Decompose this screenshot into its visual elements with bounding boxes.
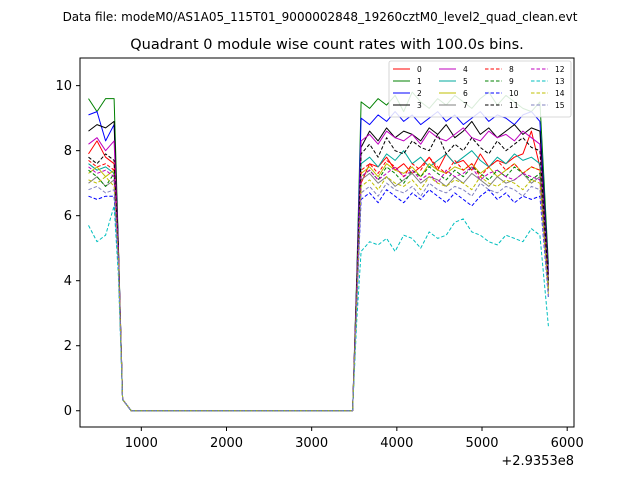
- x-tick-label: 4000: [380, 436, 413, 451]
- legend-label-2: 2: [417, 89, 422, 98]
- series-line-3: [88, 120, 549, 412]
- series-line-1: [88, 91, 549, 412]
- series-line-7: [88, 172, 549, 412]
- legend-label-13: 13: [555, 77, 565, 86]
- legend-label-10: 10: [509, 89, 519, 98]
- chart-title: Quadrant 0 module wise count rates with …: [130, 37, 524, 53]
- plot-lines: [88, 91, 549, 412]
- x-tick-label: 6000: [551, 436, 584, 451]
- legend-label-8: 8: [509, 65, 514, 74]
- x-tick-label: 5000: [465, 436, 498, 451]
- series-line-11: [88, 133, 549, 412]
- legend-label-1: 1: [417, 77, 422, 86]
- y-tick-label: 8: [64, 144, 72, 159]
- y-tick-label: 4: [64, 274, 72, 289]
- x-offset-label: +2.9353e8: [501, 454, 574, 469]
- series-line-15: [88, 182, 549, 412]
- legend-label-9: 9: [509, 77, 514, 86]
- series-line-12: [88, 166, 549, 412]
- legend-label-11: 11: [509, 101, 519, 110]
- x-tick-label: 2000: [210, 436, 243, 451]
- y-tick-label: 10: [55, 79, 72, 94]
- legend-box: [388, 60, 572, 118]
- y-tick-label: 6: [64, 209, 72, 224]
- legend-label-15: 15: [555, 101, 565, 110]
- legend-label-12: 12: [555, 65, 565, 74]
- x-tick-label: 3000: [295, 436, 328, 451]
- x-axis-ticks: 1000 2000 3000 4000 5000 6000: [125, 427, 584, 451]
- legend-label-0: 0: [417, 65, 422, 74]
- figure-suptitle: Data file: modeM0/AS1A05_115T01_90000028…: [63, 10, 578, 24]
- x-tick-label: 1000: [125, 436, 158, 451]
- series-line-8: [88, 156, 549, 412]
- y-tick-label: 0: [64, 404, 72, 419]
- series-line-13: [88, 205, 549, 412]
- series-line-4: [88, 127, 549, 412]
- legend-label-14: 14: [555, 89, 565, 98]
- series-line-14: [88, 176, 549, 412]
- y-axis-ticks: 0 2 4 6 8 10: [55, 79, 80, 419]
- plot-frame: [79, 57, 575, 428]
- legend-label-6: 6: [463, 89, 468, 98]
- legend-label-7: 7: [463, 101, 468, 110]
- legend-label-5: 5: [463, 77, 468, 86]
- series-line-10: [88, 189, 549, 412]
- series-line-5: [88, 150, 549, 412]
- y-tick-label: 2: [64, 339, 72, 354]
- legend-label-3: 3: [417, 101, 422, 110]
- series-line-6: [88, 163, 549, 412]
- legend-label-4: 4: [463, 65, 468, 74]
- series-line-9: [88, 166, 549, 412]
